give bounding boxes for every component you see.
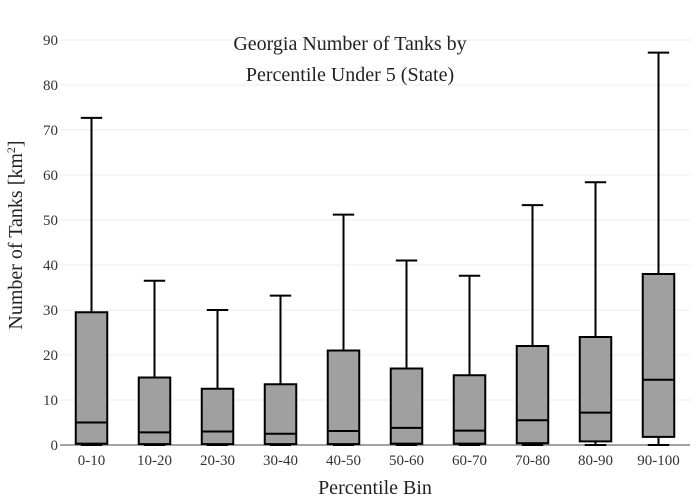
iqr-box <box>137 376 172 446</box>
box-50-60 <box>389 259 424 446</box>
y-axis-title-close: ] <box>5 140 27 147</box>
y-axis-title-superscript: 2 <box>4 147 18 153</box>
x-tick-label-80-90: 80-90 <box>578 453 613 469</box>
box-90-100 <box>641 51 676 446</box>
x-tick-label-40-50: 40-50 <box>326 453 361 469</box>
x-tick-label-30-40: 30-40 <box>263 453 298 469</box>
iqr-box <box>326 349 361 446</box>
x-axis-title: Percentile Bin <box>318 477 432 499</box>
y-axis-title-main: Number of Tanks [km <box>5 153 27 330</box>
iqr-box <box>74 311 109 445</box>
y-axis-title: Number of Tanks [km2] <box>4 140 27 329</box>
chart-title-line-2: Percentile Under 5 (State) <box>246 64 454 86</box>
x-tick-label-0-10: 0-10 <box>78 453 106 469</box>
iqr-box <box>200 387 235 446</box>
box-60-70 <box>452 274 487 446</box>
y-tick-label-0: 0 <box>51 438 59 454</box>
iqr-box <box>515 345 550 445</box>
y-axis-ticks: 0 10 20 30 40 50 60 70 80 90 <box>43 33 58 454</box>
box-20-30 <box>200 309 235 446</box>
y-tick-label-90: 90 <box>43 33 58 49</box>
y-tick-label-60: 60 <box>43 168 58 184</box>
y-tick-label-40: 40 <box>43 258 58 274</box>
box-10-20 <box>137 279 172 446</box>
box-40-50 <box>326 213 361 446</box>
y-tick-label-10: 10 <box>43 393 58 409</box>
y-tick-label-20: 20 <box>43 348 58 364</box>
iqr-box <box>641 273 676 438</box>
x-axis-ticks: 0-10 10-20 20-30 30-40 40-50 50-60 60-70 70-80 8… <box>78 453 680 469</box>
iqr-box <box>452 374 487 445</box>
y-tick-label-50: 50 <box>43 213 58 229</box>
box-30-40 <box>263 294 298 446</box>
y-tick-label-80: 80 <box>43 78 58 94</box>
box-70-80 <box>515 204 550 446</box>
iqr-box <box>263 383 298 446</box>
iqr-box <box>578 336 613 443</box>
y-tick-label-30: 30 <box>43 303 58 319</box>
box-series <box>74 51 676 446</box>
x-tick-label-60-70: 60-70 <box>452 453 487 469</box>
box-80-90 <box>578 181 613 446</box>
x-tick-label-70-80: 70-80 <box>515 453 550 469</box>
y-tick-label-70: 70 <box>43 123 58 139</box>
box-0-10 <box>74 116 109 446</box>
x-tick-label-90-100: 90-100 <box>637 453 680 469</box>
iqr-box <box>389 367 424 445</box>
x-tick-label-10-20: 10-20 <box>137 453 172 469</box>
chart-title-line-1: Georgia Number of Tanks by <box>233 33 466 55</box>
x-tick-label-50-60: 50-60 <box>389 453 424 469</box>
x-tick-label-20-30: 20-30 <box>200 453 235 469</box>
